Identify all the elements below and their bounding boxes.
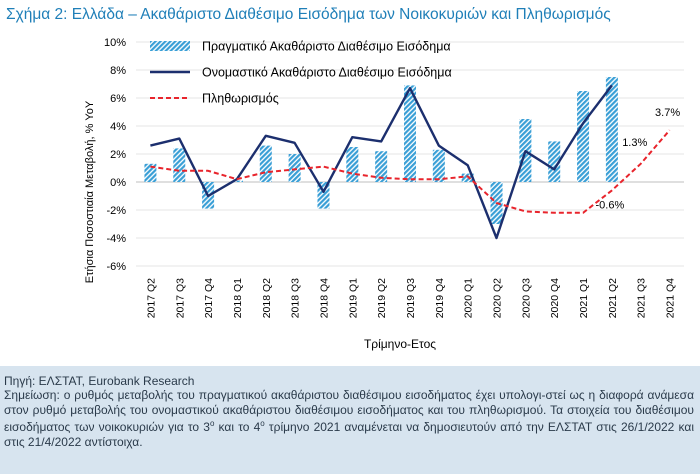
y-tick-label: -4% [106, 233, 126, 245]
legend-label: Πληθωρισμός [202, 92, 279, 106]
x-tick-label: 2019 Q2 [376, 278, 388, 318]
chart-svg: -6% -4% -2% 0% 2% 4% 6% 8% 10% 2017 Q2 2017 Q3 201… [84, 37, 684, 351]
x-tick-label: 2021 Q1 [578, 278, 590, 318]
title-bar: Σχήμα 2: Ελλάδα – Ακαθάριστο Διαθέσιμο Ε… [0, 0, 700, 32]
bar [605, 77, 618, 182]
x-tick-label: 2020 Q1 [463, 278, 475, 318]
bar [230, 180, 243, 182]
bar [404, 85, 416, 182]
legend-label: Πραγματικό Ακαθάριστο Διαθέσιμο Εισόδημα [202, 40, 451, 54]
y-tick-label: 2% [110, 149, 126, 161]
bar [346, 147, 359, 182]
y-tick-label: 0% [110, 177, 126, 189]
inflation-line [150, 129, 671, 214]
data-label: -0.6% [596, 199, 625, 211]
y-tick-label: 6% [110, 93, 126, 105]
x-tick-label: 2021 Q4 [665, 278, 677, 318]
x-tick-label: 2018 Q2 [261, 278, 273, 318]
bar [173, 148, 186, 182]
x-tick-label: 2017 Q2 [145, 278, 157, 318]
note-sup-1: ο [209, 419, 215, 429]
chart-title: Σχήμα 2: Ελλάδα – Ακαθάριστο Διαθέσιμο Ε… [6, 6, 611, 23]
note-text: Σημείωση: ο ρυθμός μεταβολής του πραγματ… [4, 388, 694, 449]
legend-swatch-real-income [150, 41, 190, 51]
note-sup-2: ο [260, 419, 265, 429]
x-tick-label: 2017 Q4 [203, 278, 215, 318]
y-tick-label: -2% [106, 205, 126, 217]
x-tick-label: 2021 Q3 [636, 278, 648, 318]
note-part-2: και το 4 [214, 420, 261, 435]
note-part-1: Σημείωση: ο ρυθμός μεταβολής του πραγματ… [4, 388, 694, 435]
footer-panel: Πηγή: ΕΛΣΤΑΤ, Eurobank Research Σημείωση… [0, 366, 700, 474]
x-tick-label: 2020 Q3 [520, 278, 532, 318]
note-part-3: τρίμηνο 2021 αναμένεται να δημοσιευτούν … [4, 420, 694, 449]
y-tick-label: 10% [104, 37, 126, 49]
y-tick-label: -6% [106, 261, 126, 273]
bar [461, 173, 474, 182]
x-tick-label: 2019 Q4 [434, 278, 446, 318]
x-tick-label: 2020 Q2 [492, 278, 504, 318]
x-tick-label: 2018 Q4 [318, 278, 330, 318]
bar [375, 151, 388, 182]
y-tick-label: 8% [110, 65, 126, 77]
data-label: 1.3% [622, 137, 647, 149]
bar [577, 91, 590, 182]
source-text: Πηγή: ΕΛΣΤΑΤ, Eurobank Research [4, 374, 195, 388]
bar [432, 149, 445, 182]
x-tick-label: 2021 Q2 [607, 278, 619, 318]
x-tick-label: 2017 Q3 [174, 278, 186, 318]
bar [259, 145, 272, 182]
legend-label: Ονομαστικό Ακαθάριστο Διαθέσιμο Εισόδημα [202, 66, 452, 80]
bar [144, 163, 157, 182]
chart-area: -6% -4% -2% 0% 2% 4% 6% 8% 10% 2017 Q2 2017 Q3 201… [0, 32, 700, 362]
nominal-income-line [150, 84, 613, 240]
bar [288, 154, 301, 182]
x-tick-label: 2019 Q1 [347, 278, 359, 318]
x-axis-label: Τρίμηνο-Ετος [364, 337, 436, 351]
y-axis-label: Ετήσια Ποσοστιαία Μεταβολή, % YoY [84, 100, 96, 283]
x-tick-label: 2019 Q3 [405, 278, 417, 318]
data-label: 3.7% [655, 107, 680, 119]
x-tick-label: 2018 Q3 [290, 278, 302, 318]
y-tick-label: 4% [110, 121, 126, 133]
bar [548, 141, 561, 182]
x-tick-label: 2020 Q4 [549, 278, 561, 318]
x-tick-label: 2018 Q1 [232, 278, 244, 318]
